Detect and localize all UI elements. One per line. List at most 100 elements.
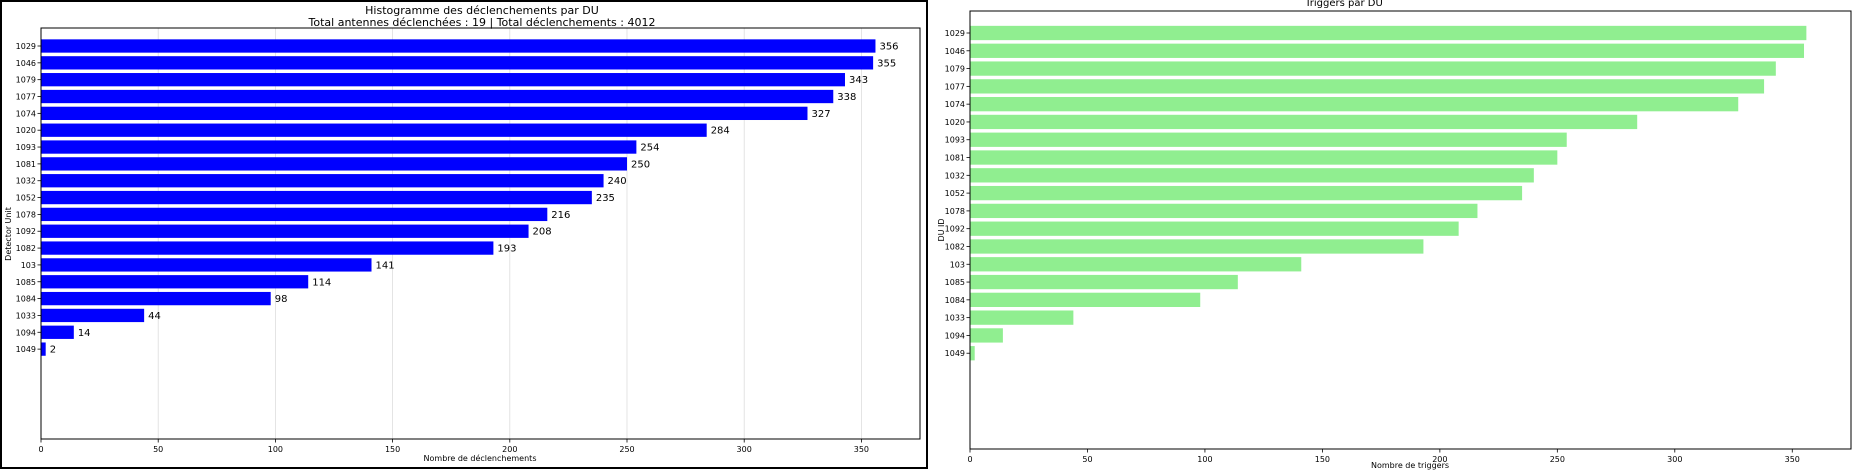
- y-tick-label: 1082: [16, 244, 36, 253]
- y-tick-label: 1077: [945, 82, 965, 91]
- left-chart-title: Histogramme des déclenchements par DU: [365, 4, 599, 17]
- left-chart-x-axis-label: Nombre de déclenchements: [424, 453, 537, 463]
- x-tick-label: 350: [854, 445, 869, 454]
- bar: [970, 114, 1638, 130]
- bar: [41, 207, 548, 222]
- x-tick-label: 300: [1667, 455, 1682, 464]
- bar: [41, 157, 627, 171]
- bar: [970, 239, 1424, 254]
- y-tick-label: 1093: [945, 136, 965, 145]
- y-tick-label: 1049: [945, 349, 965, 358]
- y-tick-label: 1074: [945, 100, 965, 109]
- y-tick-label: 1081: [16, 160, 36, 169]
- bar: [41, 224, 529, 238]
- y-tick-label: 1046: [945, 47, 965, 56]
- x-tick-label: 0: [967, 455, 972, 464]
- left-chart-bars: [41, 39, 876, 356]
- right-chart-y-ticks: 1029 1046 1079 1077 1074 1020 1093 1081 1032 1052…: [945, 29, 970, 358]
- y-tick-label: 1077: [16, 93, 36, 102]
- bar: [41, 56, 874, 70]
- bar: [970, 132, 1567, 147]
- bar: [970, 310, 1074, 325]
- bar: [41, 89, 834, 104]
- y-tick-label: 1078: [945, 207, 965, 216]
- bar: [970, 150, 1558, 165]
- bar: [41, 291, 271, 306]
- bar: [41, 325, 74, 339]
- bar: [41, 190, 592, 205]
- bar: [970, 185, 1523, 201]
- y-tick-label: 1082: [945, 242, 965, 251]
- bar-value-label: 193: [497, 244, 516, 255]
- right-chart-bars: [970, 25, 1807, 361]
- y-tick-label: 1081: [945, 154, 965, 163]
- y-tick-label: 1085: [16, 278, 36, 287]
- y-tick-label: 1029: [945, 29, 965, 38]
- bar-value-label: 343: [849, 75, 868, 86]
- right-chart-y-axis-label: DU ID: [937, 218, 946, 241]
- x-tick-label: 150: [1315, 455, 1330, 464]
- bar: [970, 221, 1459, 236]
- bar: [41, 308, 145, 323]
- bar: [970, 328, 1003, 343]
- x-tick-label: 0: [38, 445, 43, 454]
- bar-value-label: 235: [596, 193, 615, 204]
- left-chart-plot-frame: [40, 27, 921, 440]
- bar: [41, 241, 494, 255]
- y-tick-label: 1052: [16, 194, 36, 203]
- x-tick-label: 250: [1550, 455, 1565, 464]
- bar: [41, 342, 46, 356]
- bar-value-label: 284: [711, 126, 730, 137]
- x-tick-label: 50: [1082, 455, 1092, 464]
- y-tick-label: 1033: [945, 314, 965, 323]
- bar-value-label: 356: [879, 42, 898, 53]
- bar: [970, 346, 975, 361]
- bar-value-label: 44: [148, 311, 161, 322]
- bar: [41, 275, 309, 289]
- bar: [970, 79, 1765, 94]
- bar: [970, 257, 1302, 272]
- bar-value-label: 2: [50, 345, 56, 356]
- bar: [970, 97, 1739, 112]
- y-tick-label: 1092: [16, 227, 36, 236]
- x-tick-label: 300: [737, 445, 752, 454]
- x-tick-label: 100: [1197, 455, 1212, 464]
- x-tick-label: 100: [268, 445, 283, 454]
- y-tick-label: 1020: [16, 126, 36, 135]
- left-chart-value-labels: 356 355 343 338 327 284 254 250 240 235 216 208 193 1…: [50, 42, 899, 356]
- y-tick-label: 1049: [16, 345, 36, 354]
- bar-value-label: 254: [640, 143, 659, 154]
- y-tick-label: 1020: [945, 118, 965, 127]
- bar: [970, 203, 1478, 219]
- y-tick-label: 1079: [16, 76, 36, 85]
- bar: [41, 39, 876, 53]
- y-tick-label: 1078: [16, 210, 36, 219]
- right-chart-plot-frame: [969, 10, 1852, 450]
- x-tick-label: 250: [619, 445, 634, 454]
- y-tick-label: 1052: [945, 189, 965, 198]
- left-chart-y-axis-label: Detector Unit: [4, 207, 13, 261]
- bar-value-label: 338: [837, 92, 856, 103]
- right-chart: Triggers par DU 0 50 100 150 200 250 300 350 10…: [937, 0, 1852, 470]
- y-tick-label: 1084: [945, 296, 965, 305]
- x-tick-label: 50: [153, 445, 163, 454]
- x-tick-label: 200: [1432, 455, 1447, 464]
- bar-value-label: 250: [631, 159, 650, 170]
- x-tick-label: 200: [502, 445, 517, 454]
- y-tick-label: 1094: [16, 328, 36, 337]
- left-chart-y-ticks: 1029 1046 1079 1077 1074 1020 1093 1081 1032 1052…: [16, 42, 41, 354]
- right-chart-x-axis-label: Nombre de triggers: [1371, 461, 1449, 470]
- y-tick-label: 1092: [945, 225, 965, 234]
- bar-value-label: 327: [811, 109, 830, 120]
- bar-value-label: 141: [376, 260, 395, 271]
- bar-value-label: 240: [608, 176, 627, 187]
- x-tick-label: 150: [385, 445, 400, 454]
- y-tick-label: 1074: [16, 109, 36, 118]
- bar: [970, 43, 1805, 58]
- bar: [41, 140, 637, 154]
- left-chart-subtitle: Total antennes déclenchées : 19 | Total …: [308, 16, 656, 29]
- bar-value-label: 355: [877, 58, 896, 69]
- bar-value-label: 216: [551, 210, 570, 221]
- bar-value-label: 114: [312, 277, 331, 288]
- y-tick-label: 1094: [945, 331, 965, 340]
